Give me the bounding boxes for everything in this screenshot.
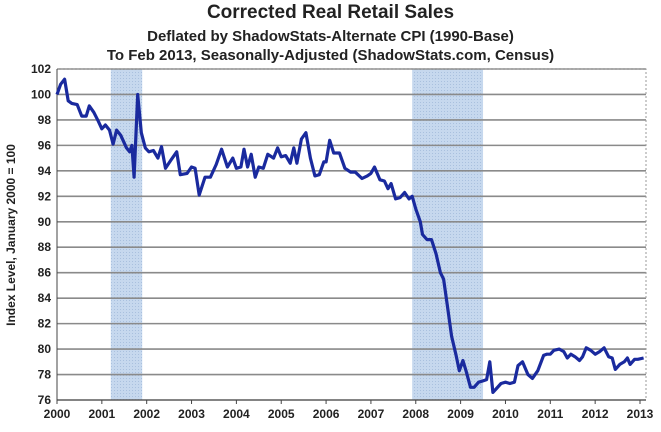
x-tick-label: 2005 <box>268 407 295 421</box>
y-tick-label: 96 <box>38 138 52 152</box>
x-tick-label: 2004 <box>223 407 250 421</box>
y-tick-label: 88 <box>38 240 52 254</box>
y-tick-label: 84 <box>38 291 52 305</box>
x-tick-label: 2011 <box>537 407 563 421</box>
y-tick-label: 92 <box>38 189 52 203</box>
x-tick-label: 2006 <box>313 407 340 421</box>
chart-subtitle: Deflated by ShadowStats-Alternate CPI (1… <box>147 28 514 45</box>
y-tick-label: 78 <box>38 368 52 382</box>
chart-subtitle-2: To Feb 2013, Seasonally-Adjusted (Shadow… <box>106 47 555 64</box>
y-tick-label: 94 <box>38 164 52 178</box>
y-tick-label: 90 <box>38 215 52 229</box>
x-tick-label: 2007 <box>358 407 385 421</box>
x-tick-label: 2009 <box>447 407 474 421</box>
chart-title: Corrected Real Retail Sales <box>206 2 455 23</box>
x-tick-label: 2000 <box>44 407 71 421</box>
x-tick-label: 2010 <box>492 407 519 421</box>
x-tick-label: 2002 <box>133 407 160 421</box>
y-axis-label: Index Level, January 2000 = 100 <box>4 144 18 326</box>
y-tick-label: 102 <box>31 62 51 76</box>
series-line <box>55 77 644 394</box>
x-tick-label: 2013 <box>627 407 654 421</box>
x-tick-label: 2012 <box>582 407 609 421</box>
x-tick-label: 2008 <box>402 407 429 421</box>
y-tick-label: 98 <box>38 113 52 127</box>
y-tick-label: 86 <box>38 266 52 280</box>
y-tick-label: 82 <box>38 317 52 331</box>
y-tick-label: 80 <box>38 342 52 356</box>
x-tick-label: 2001 <box>88 407 115 421</box>
y-tick-label: 76 <box>38 393 52 407</box>
x-tick-label: 2003 <box>178 407 205 421</box>
y-tick-label: 100 <box>31 87 51 101</box>
